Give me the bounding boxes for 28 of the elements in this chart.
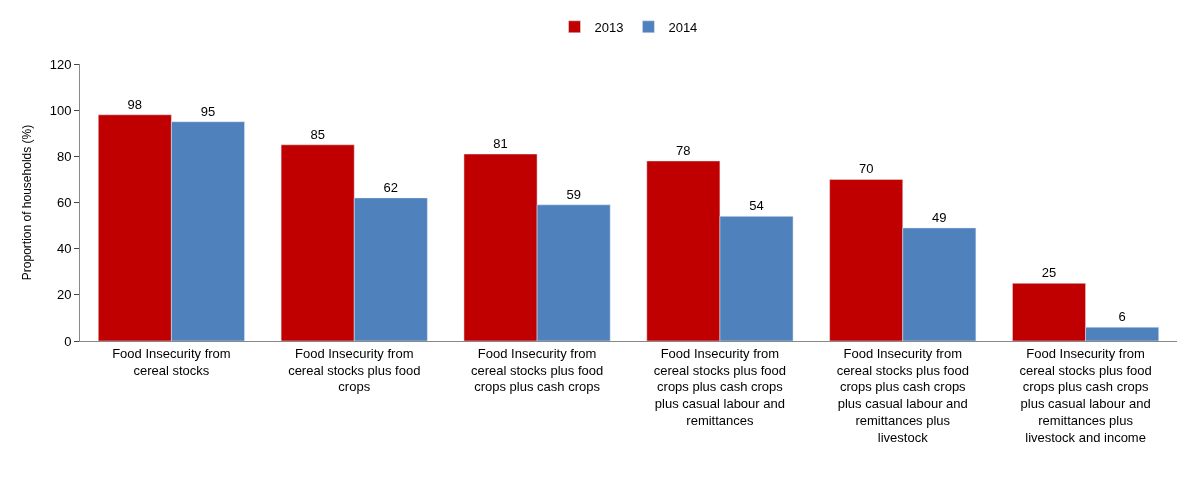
data-label: 25 [1041, 265, 1057, 281]
x-tick-label: Food Insecurity from cereal stocks [112, 345, 231, 378]
data-label: 54 [749, 198, 764, 214]
y-tick-label: 40 [56, 241, 72, 257]
x-tick-label: Food Insecurity from cereal stocks plus food crops plus cash crops [470, 345, 604, 395]
x-tick-label: Food Insecurity from cereal stocks plus food crops [288, 345, 421, 395]
legend-label: 2013 [594, 19, 624, 35]
data-label: 81 [493, 136, 508, 152]
data-label: 78 [676, 142, 691, 158]
data-label: 98 [127, 96, 143, 112]
x-tick-label: Food Insecurity from cereal stocks plus food crops plus cash crops plus casual labour and remittances plus livestock and income [1019, 345, 1152, 446]
y-tick-label: 60 [56, 195, 72, 211]
data-label: 85 [310, 126, 325, 142]
y-tick-label: 100 [49, 102, 72, 118]
y-tick-label: 20 [56, 287, 72, 303]
y-tick-label: 120 [49, 56, 72, 72]
x-tick-label: Food Insecurity from cereal stocks plus food crops plus cash crops plus casual labour and remittances [653, 345, 787, 429]
y-tick-label: 0 [64, 333, 72, 349]
data-label: 6 [1118, 309, 1126, 325]
data-label: 70 [858, 161, 874, 177]
data-label: 49 [932, 209, 947, 225]
legend-label: 2014 [668, 19, 698, 35]
data-label: 59 [566, 186, 581, 202]
data-label: 95 [200, 103, 216, 119]
data-label: 62 [383, 179, 399, 195]
y-axis-title: Proportion of households (%) [20, 124, 34, 281]
x-tick-label: Food Insecurity from cereal stocks plus food crops plus cash crops plus casual labour and remittances plus livestock [836, 345, 969, 446]
y-tick-label: 80 [56, 148, 72, 164]
